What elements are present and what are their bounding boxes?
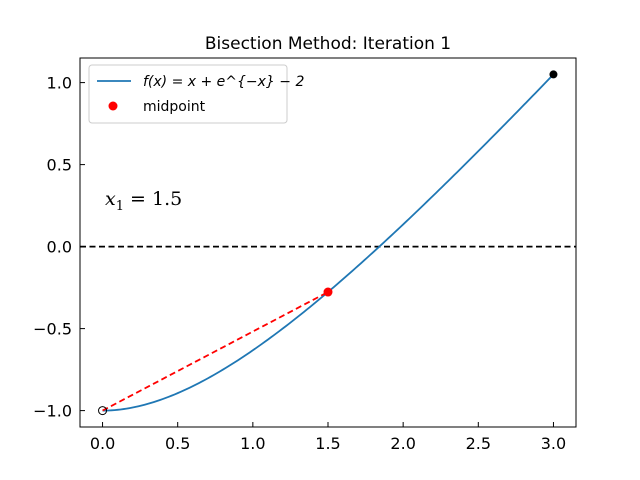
iteration-annotation: x1 = 1.5 bbox=[105, 188, 182, 214]
y-tick-label: 0.0 bbox=[47, 238, 72, 257]
x-tick-label: 1.0 bbox=[240, 434, 265, 453]
left-endpoint-marker bbox=[98, 406, 108, 416]
plot-area: 0.0 0.5 1.0 1.5 2.0 2.5 3.0 −1.0 −0.5 0.0 0.5 1.0 bbox=[33, 57, 577, 453]
legend: f(x) = x + e^{−x} − 2 midpoint bbox=[88, 64, 304, 124]
legend-frame bbox=[88, 64, 288, 124]
x-tick-label: 1.5 bbox=[315, 434, 340, 453]
legend-function-label: f(x) = x + e^{−x} − 2 bbox=[143, 74, 304, 90]
annotation-variable: x bbox=[105, 188, 116, 210]
chart-title: Bisection Method: Iteration 1 bbox=[205, 34, 451, 54]
y-tick-label: −1.0 bbox=[33, 402, 72, 421]
legend-midpoint-marker bbox=[108, 101, 118, 111]
legend-midpoint-label: midpoint bbox=[143, 99, 206, 115]
secant-line bbox=[102, 291, 329, 412]
right-endpoint-marker bbox=[549, 70, 558, 79]
annotation-value: = 1.5 bbox=[124, 188, 182, 210]
x-tick-label: 0.5 bbox=[165, 434, 190, 453]
x-tick-label: 0.0 bbox=[90, 434, 115, 453]
annotation-subscript: 1 bbox=[116, 199, 124, 214]
x-tick-label: 2.5 bbox=[466, 434, 491, 453]
y-tick-label: −0.5 bbox=[33, 320, 72, 339]
x-tick-label: 3.0 bbox=[541, 434, 566, 453]
function-curve bbox=[102, 73, 555, 412]
y-tick-label: 1.0 bbox=[47, 74, 72, 93]
y-tick-label: 0.5 bbox=[47, 156, 72, 175]
midpoint-marker bbox=[323, 287, 333, 297]
x-tick-label: 2.0 bbox=[390, 434, 415, 453]
